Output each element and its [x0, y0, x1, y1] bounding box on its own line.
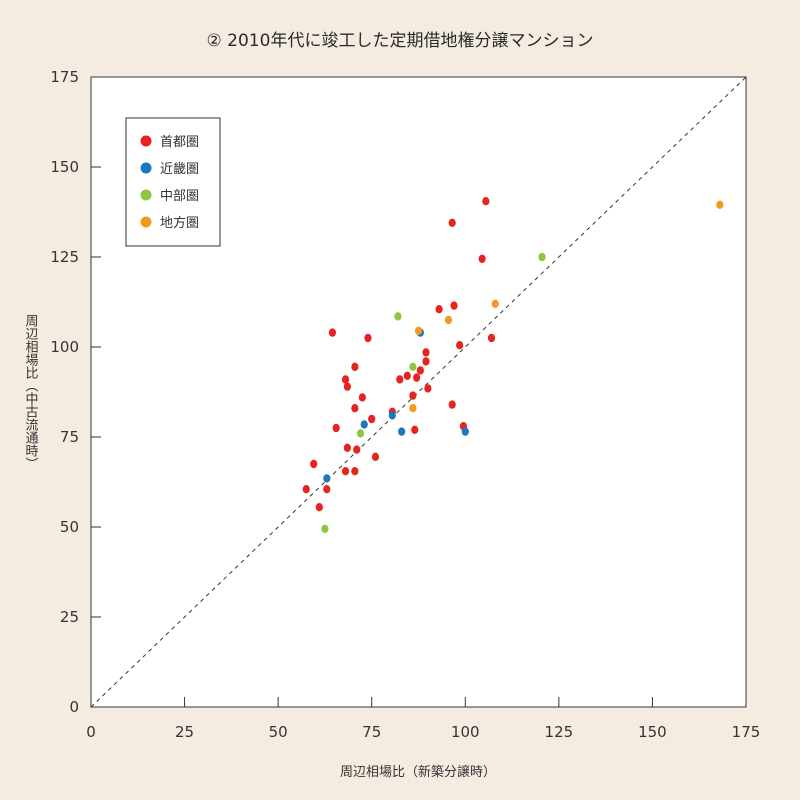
- x-tick-label: 150: [638, 723, 667, 741]
- data-point: [409, 404, 417, 413]
- data-point: [364, 333, 372, 343]
- data-point: [351, 467, 359, 476]
- y-tick-label: 150: [50, 158, 79, 176]
- x-tick-label: 25: [175, 723, 194, 741]
- data-point: [302, 485, 310, 494]
- y-tick-label: 0: [69, 698, 79, 716]
- data-point: [356, 429, 365, 438]
- y-tick-label: 100: [50, 338, 79, 356]
- data-point: [716, 200, 724, 209]
- legend-marker: [140, 162, 152, 174]
- data-point: [482, 197, 490, 206]
- data-point: [388, 411, 396, 420]
- legend-label: 地方圏: [160, 215, 199, 231]
- data-point: [371, 452, 380, 461]
- y-axis: 0 25 50 75 100 125 150 175: [50, 68, 101, 716]
- data-point: [456, 341, 464, 350]
- chart-title: ② 2010年代に竣工した定期借地権分譲マンション: [207, 31, 594, 51]
- data-point: [341, 467, 350, 476]
- x-axis: 0 25 50 75 100 125 150 175: [86, 697, 760, 741]
- data-points: [302, 197, 724, 533]
- legend-marker: [140, 189, 152, 201]
- data-point: [353, 445, 361, 454]
- data-point: [323, 474, 331, 483]
- data-point: [422, 357, 430, 366]
- data-point: [416, 366, 424, 375]
- data-point: [409, 362, 417, 371]
- data-point: [323, 485, 331, 494]
- data-point: [398, 427, 406, 436]
- data-point: [424, 384, 432, 393]
- legend-label: 近畿圏: [160, 162, 199, 177]
- y-tick-label: 75: [60, 428, 79, 446]
- data-point: [315, 503, 323, 512]
- legend-label: 中部圏: [160, 189, 199, 204]
- data-point: [341, 375, 350, 384]
- data-point: [328, 328, 337, 337]
- y-tick-label: 25: [60, 608, 79, 626]
- data-point: [351, 404, 359, 413]
- data-point: [450, 301, 458, 310]
- legend-marker: [140, 216, 152, 228]
- data-point: [413, 373, 421, 382]
- x-tick-label: 75: [362, 723, 381, 741]
- data-point: [403, 371, 411, 380]
- data-point: [448, 400, 456, 409]
- legend-label: 首都圏: [160, 135, 199, 150]
- data-point: [368, 414, 376, 424]
- data-point: [360, 420, 368, 429]
- data-point: [351, 362, 359, 371]
- x-tick-label: 175: [732, 723, 761, 741]
- data-point: [478, 254, 486, 263]
- data-point: [538, 252, 546, 262]
- data-point: [310, 459, 318, 469]
- data-point: [487, 333, 496, 343]
- y-tick-label: 175: [50, 68, 79, 86]
- x-tick-label: 125: [545, 723, 574, 741]
- data-point: [444, 315, 453, 325]
- data-point: [394, 312, 402, 321]
- data-point: [358, 393, 366, 402]
- legend-marker: [140, 135, 152, 147]
- data-point: [435, 305, 443, 314]
- data-point: [461, 427, 469, 436]
- data-point: [411, 425, 419, 434]
- data-point: [422, 348, 430, 357]
- data-point: [414, 326, 423, 335]
- data-point: [343, 443, 351, 452]
- x-axis-label: 周辺相場比（新築分譲時）: [340, 764, 496, 780]
- data-point: [491, 299, 499, 308]
- x-tick-label: 50: [269, 723, 288, 741]
- data-point: [343, 382, 351, 391]
- data-point: [396, 375, 404, 384]
- data-point: [409, 391, 417, 400]
- data-point: [448, 218, 456, 227]
- x-tick-label: 100: [451, 723, 480, 741]
- data-point: [332, 423, 340, 433]
- x-tick-label: 0: [86, 723, 96, 741]
- data-point: [321, 524, 329, 533]
- y-axis-label: 周辺相場比（中古流通時）: [23, 314, 39, 470]
- y-tick-label: 50: [60, 518, 79, 536]
- y-tick-label: 125: [50, 248, 79, 266]
